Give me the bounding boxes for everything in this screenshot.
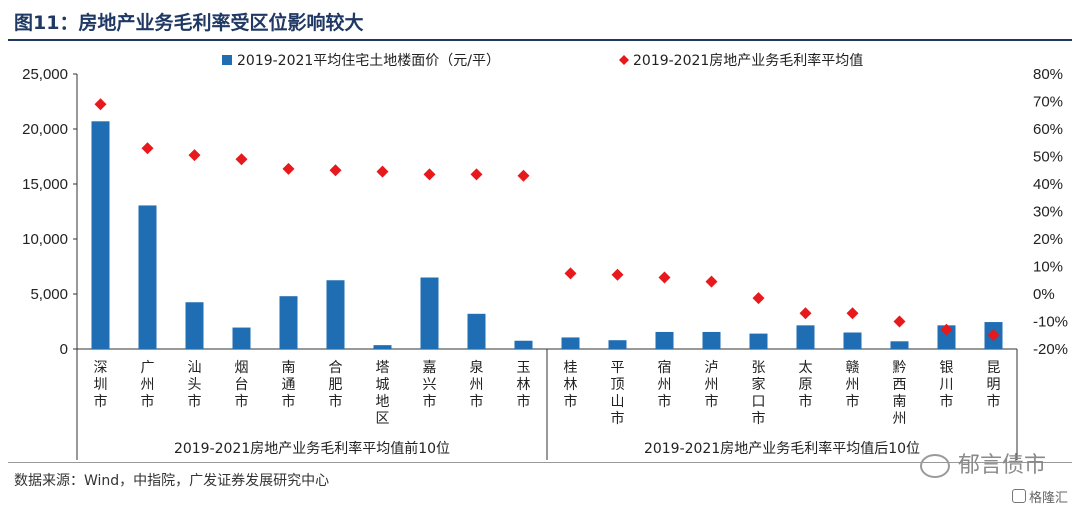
x-tick-label: 汕头市 — [188, 360, 202, 410]
margin-marker — [659, 272, 671, 284]
bar — [327, 280, 345, 349]
y-right-tick-label: 0% — [1033, 286, 1055, 303]
group-label: 2019-2021房地产业务毛利率平均值前10位 — [174, 440, 450, 457]
y-right-tick-label: 50% — [1033, 149, 1063, 166]
y-right-tick-label: 20% — [1033, 231, 1063, 248]
y-left-tick-label: 10,000 — [22, 231, 68, 248]
x-tick-label: 银川市 — [940, 360, 954, 410]
x-tick-label: 广州市 — [141, 360, 155, 410]
bar — [797, 325, 815, 349]
x-tick-label: 南通市 — [282, 360, 296, 410]
x-tick-label: 太原市 — [799, 360, 813, 410]
margin-marker — [330, 164, 342, 176]
y-right-tick-label: 30% — [1033, 204, 1063, 221]
chart-svg: 0 5,000 10,000 15,000 20,000 25,000 -20% -10% 0%… — [0, 0, 1080, 462]
bar — [562, 337, 580, 349]
y-right-tick-label: -20% — [1033, 341, 1068, 358]
x-tick-label: 塔城地区 — [376, 360, 390, 427]
bar — [374, 345, 392, 349]
margin-marker — [847, 307, 859, 319]
logo-icon — [1012, 489, 1026, 503]
x-tick-label: 宿州市 — [658, 359, 672, 410]
margin-marker — [424, 168, 436, 180]
group-label: 2019-2021房地产业务毛利率平均值后10位 — [644, 440, 920, 457]
bar — [92, 121, 110, 349]
wechat-icon — [920, 454, 950, 478]
y-left-tick-label: 0 — [60, 341, 68, 358]
bar — [468, 314, 486, 349]
legend-marker-swatch — [619, 55, 629, 65]
margin-marker — [236, 153, 248, 165]
legend-bar-swatch — [222, 55, 232, 65]
logo-text: 格隆汇 — [1029, 491, 1068, 506]
y-left-tick-label: 25,000 — [22, 66, 68, 83]
y-right-tick-label: 80% — [1033, 66, 1063, 83]
bar — [515, 341, 533, 349]
margin-marker — [471, 168, 483, 180]
bar — [750, 334, 768, 349]
watermark: 郁言债市 — [920, 447, 1046, 479]
legend-bar-label: 2019-2021平均住宅土地楼面价（元/平） — [237, 53, 500, 69]
bar — [609, 340, 627, 349]
x-tick-label: 平顶山市 — [611, 360, 625, 427]
x-tick-label: 烟台市 — [235, 360, 249, 410]
y-right-tick-label: 10% — [1033, 259, 1063, 276]
x-tick-label: 泸州市 — [705, 360, 719, 410]
bar — [421, 278, 439, 350]
bar — [139, 205, 157, 349]
margin-marker — [377, 166, 389, 178]
margin-marker — [189, 149, 201, 161]
margin-marker — [894, 316, 906, 328]
bar — [233, 328, 251, 349]
legend-marker-label: 2019-2021房地产业务毛利率平均值 — [633, 52, 863, 69]
bar — [891, 341, 909, 349]
margin-marker — [612, 269, 624, 281]
x-tick-label: 黔西南州 — [893, 360, 907, 427]
watermark-text: 郁言债市 — [958, 453, 1046, 478]
x-tick-label: 玉林市 — [517, 360, 531, 410]
bar — [844, 333, 862, 350]
margin-marker — [800, 307, 812, 319]
margin-marker — [518, 170, 530, 182]
margin-marker — [95, 98, 107, 110]
bar — [703, 332, 721, 349]
y-left-tick-label: 5,000 — [30, 286, 68, 303]
bar — [186, 302, 204, 349]
margin-marker — [706, 276, 718, 288]
y-right-tick-label: -10% — [1033, 314, 1068, 331]
x-tick-label: 昆明市 — [987, 360, 1001, 410]
bar — [656, 332, 674, 349]
x-tick-label: 张家口市 — [752, 360, 766, 427]
y-right-tick-label: 70% — [1033, 94, 1063, 111]
y-right-tick-label: 40% — [1033, 176, 1063, 193]
bottom-rule — [8, 462, 1072, 463]
margin-marker — [753, 292, 765, 304]
x-tick-label: 桂林市 — [564, 360, 578, 410]
margin-marker — [565, 267, 577, 279]
bar — [280, 296, 298, 349]
x-tick-label: 赣州市 — [846, 360, 860, 410]
x-tick-label: 深圳市 — [94, 360, 108, 410]
y-right-tick-label: 60% — [1033, 121, 1063, 138]
x-tick-label: 嘉兴市 — [423, 360, 437, 410]
x-tick-label: 合肥市 — [329, 360, 343, 410]
y-left-tick-label: 20,000 — [22, 121, 68, 138]
source-note: 数据来源：Wind，中指院，广发证券发展研究中心 — [14, 470, 329, 490]
gelonghui-logo: 格隆汇 — [1012, 487, 1068, 506]
x-tick-label: 泉州市 — [470, 359, 484, 410]
margin-marker — [142, 142, 154, 154]
margin-marker — [283, 163, 295, 175]
y-left-tick-label: 15,000 — [22, 176, 68, 193]
